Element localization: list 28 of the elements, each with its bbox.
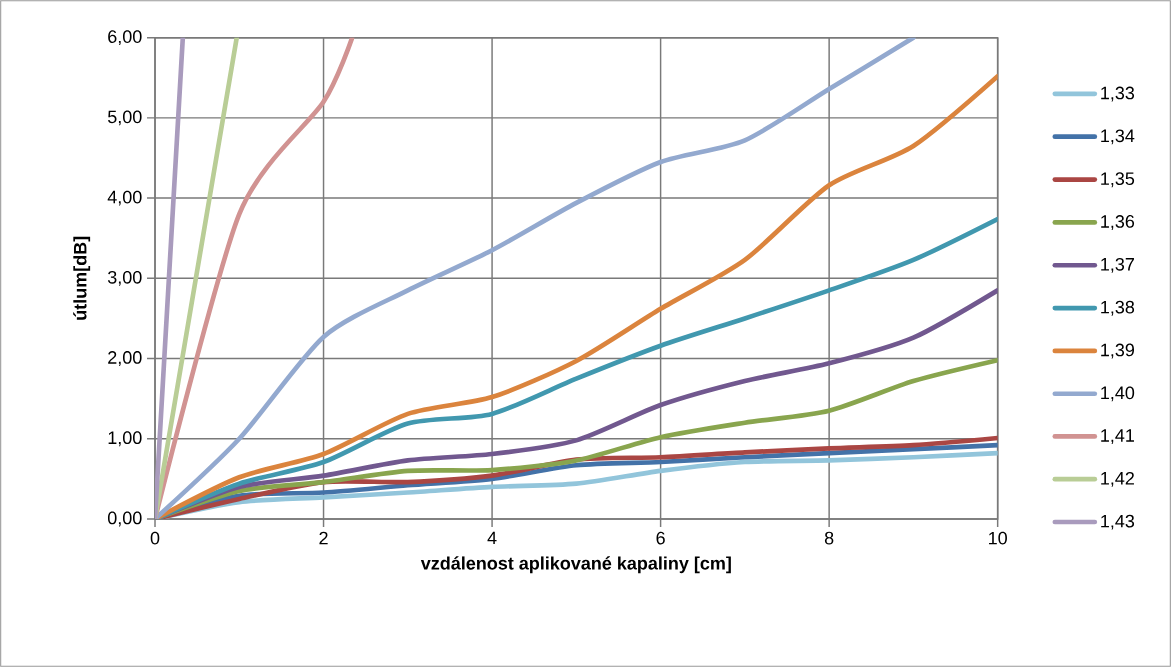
legend-label: 1,39 — [1101, 343, 1134, 359]
x-tick-label: 10 — [989, 531, 1007, 545]
y-tick-label: 4,00 — [107, 190, 142, 206]
y-tick-label: 2,00 — [108, 351, 142, 366]
y-tick-label: 5,00 — [107, 110, 142, 126]
legend-label: 1,34 — [1101, 129, 1135, 145]
legend-label: 1,36 — [1101, 215, 1135, 230]
y-tick-label: 6,00 — [108, 30, 142, 46]
x-axis-title: vzdálenost aplikované kapaliny [cm] — [420, 556, 731, 574]
y-tick-label: 1,00 — [108, 431, 142, 447]
line-series — [155, 37, 916, 519]
legend-label: 1,41 — [1101, 429, 1134, 444]
line-series — [155, 37, 355, 519]
legend-label: 1,40 — [1101, 386, 1135, 402]
y-tick-label: 0,00 — [107, 511, 142, 527]
legend-label: 1,43 — [1101, 514, 1135, 530]
legend-label: 1,35 — [1101, 172, 1135, 188]
legend-label: 1,37 — [1101, 257, 1134, 273]
legend-label: 1,33 — [1101, 86, 1135, 102]
x-tick-label: 8 — [824, 531, 834, 545]
x-tick-label: 6 — [656, 531, 665, 545]
x-tick-label: 0 — [150, 531, 160, 545]
legend-label: 1,42 — [1101, 471, 1134, 487]
y-axis-title: útlum[dB] — [73, 236, 91, 320]
x-tick-label: 4 — [487, 531, 497, 545]
x-tick-label: 2 — [319, 531, 328, 545]
legend-label: 1,38 — [1101, 300, 1135, 316]
y-tick-label: 3,00 — [107, 270, 142, 286]
